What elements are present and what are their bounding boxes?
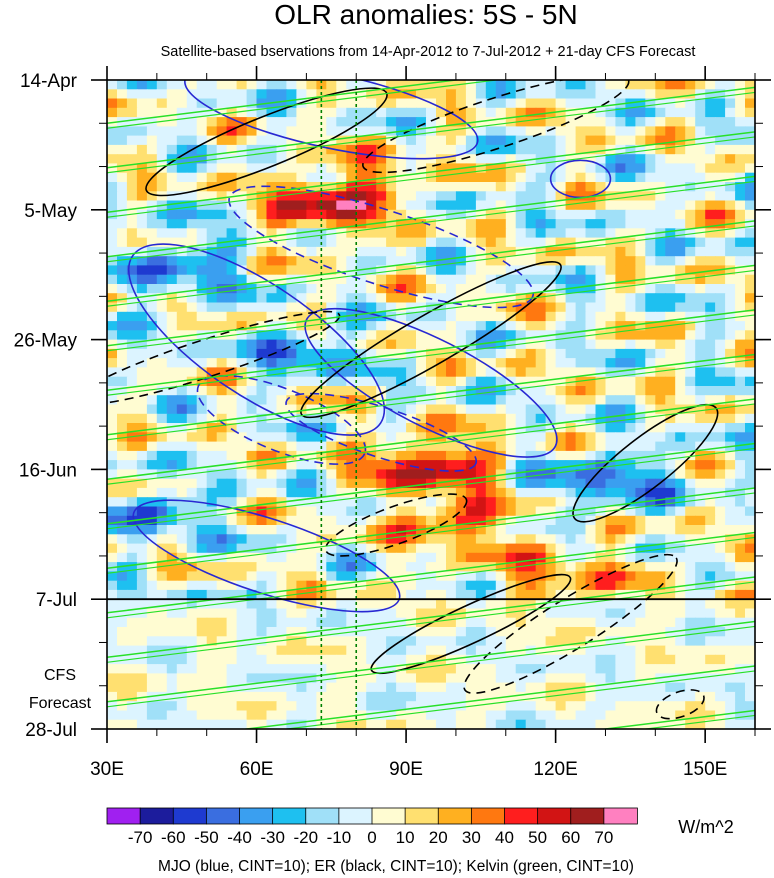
kelvin-contour — [107, 358, 755, 441]
olr-anomaly-field — [107, 80, 755, 729]
kelvin-contour — [240, 665, 755, 729]
kelvin-contour — [107, 625, 755, 708]
forecast-label-line2: Forecast — [29, 695, 92, 712]
colorbar-label: -20 — [293, 828, 318, 847]
colorbar-swatch — [106, 807, 141, 825]
colorbar-swatch — [239, 807, 274, 825]
colorbar: -70 -60 -50 -40 -30 -20 -10 0 10 20 30 40 50 60 70 — [106, 807, 638, 847]
kelvin-contour — [107, 136, 755, 218]
chart-title: OLR anomalies: 5S - 5N — [274, 0, 577, 30]
colorbar-label: -60 — [161, 828, 186, 847]
colorbar-swatch — [139, 807, 175, 825]
colorbar-label: 70 — [594, 828, 613, 847]
kelvin-contour — [107, 536, 755, 619]
x-axis: 30E 60E 90E 120E 150E — [90, 66, 756, 780]
mjo-contour — [228, 185, 535, 309]
colorbar-label: -70 — [128, 828, 153, 847]
er-contour — [370, 573, 572, 675]
y-tick-label: 14-Apr — [20, 71, 78, 92]
colorbar-swatch — [338, 807, 373, 825]
colorbar-swatch — [205, 807, 241, 825]
x-tick-label: 60E — [240, 759, 274, 780]
y-axis: 14-Apr 5-May 26-May 16-Jun 7-Jul 28-Jul — [14, 71, 771, 741]
kelvin-contour — [107, 314, 755, 396]
colorbar-label: -30 — [260, 828, 285, 847]
kelvin-contour — [599, 709, 755, 729]
kelvin-contour — [107, 398, 755, 481]
colorbar-swatch — [305, 807, 340, 825]
colorbar-units: W/m^2 — [678, 817, 733, 837]
kelvin-contour — [107, 447, 755, 530]
kelvin-contour — [107, 80, 502, 129]
colorbar-label: 10 — [396, 828, 415, 847]
y-tick-label: 7-Jul — [36, 590, 77, 611]
colorbar-swatch — [470, 807, 506, 825]
colorbar-label: 40 — [495, 828, 514, 847]
colorbar-swatch — [172, 807, 208, 825]
kelvin-contour — [107, 86, 755, 169]
colorbar-label: 60 — [561, 828, 580, 847]
er-contour — [107, 310, 341, 406]
mjo-contour — [285, 392, 478, 472]
forecast-label-line1: CFS — [44, 667, 76, 684]
er-contour — [324, 493, 468, 557]
kelvin-contour — [107, 91, 755, 174]
kelvin-contour — [107, 576, 755, 659]
kelvin-contour — [107, 225, 755, 307]
kelvin-contour — [107, 442, 755, 525]
colorbar-swatch — [437, 807, 473, 825]
chart-subtitle: Satellite-based bservations from 14-Apr-… — [161, 44, 696, 60]
y-tick-label: 26-May — [14, 331, 78, 352]
colorbar-swatch — [603, 807, 638, 825]
colorbar-swatch — [404, 807, 440, 825]
wave-filtered-contours — [107, 80, 755, 729]
kelvin-contour — [107, 353, 755, 436]
y-tick-label: 28-Jul — [25, 720, 77, 741]
colorbar-label: 30 — [462, 828, 481, 847]
mjo-contour — [127, 243, 386, 436]
kelvin-contour — [107, 620, 755, 703]
kelvin-contour — [107, 403, 755, 485]
er-contour — [655, 689, 705, 720]
x-tick-label: 90E — [389, 759, 423, 780]
kelvin-contour — [107, 80, 463, 125]
x-tick-label: 30E — [90, 759, 124, 780]
colorbar-label: 0 — [367, 828, 376, 847]
y-tick-label: 16-Jun — [19, 460, 77, 481]
colorbar-label: -40 — [227, 828, 252, 847]
colorbar-label: 20 — [429, 828, 448, 847]
er-contour — [463, 553, 678, 695]
plot-frame — [106, 79, 756, 730]
colorbar-label: -10 — [327, 828, 352, 847]
colorbar-swatch — [537, 807, 572, 825]
kelvin-contour — [107, 131, 755, 214]
reference-longitude-lines — [320, 80, 358, 729]
kelvin-contour — [282, 670, 755, 729]
colorbar-swatch — [504, 807, 539, 825]
colorbar-label: 50 — [528, 828, 547, 847]
kelvin-contour — [107, 492, 755, 574]
colorbar-swatch — [272, 807, 307, 825]
mjo-contour — [184, 80, 479, 160]
mjo-contour — [196, 374, 367, 465]
kelvin-contour — [107, 487, 755, 570]
er-contour — [572, 403, 719, 523]
kelvin-contour — [107, 180, 755, 263]
colorbar-label: -50 — [194, 828, 219, 847]
x-tick-label: 150E — [683, 759, 727, 780]
kelvin-contour — [107, 269, 755, 352]
legend-caption: MJO (blue, CINT=10); ER (black, CINT=10)… — [158, 858, 634, 875]
kelvin-contour — [107, 175, 755, 258]
colorbar-swatch — [570, 807, 605, 825]
colorbar-swatch — [371, 807, 406, 825]
kelvin-contour — [107, 220, 755, 303]
kelvin-contour — [107, 264, 755, 347]
er-contour — [300, 261, 562, 419]
y-tick-label: 5-May — [24, 201, 77, 222]
kelvin-contour — [107, 309, 755, 392]
mjo-contour — [304, 307, 558, 458]
kelvin-contour — [107, 581, 755, 663]
x-tick-label: 120E — [533, 759, 577, 780]
